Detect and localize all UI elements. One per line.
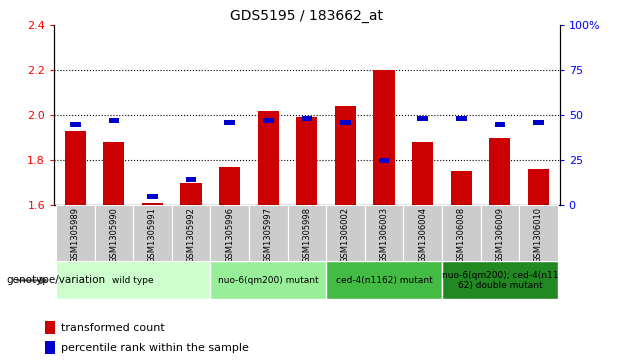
Bar — [456, 116, 467, 121]
Bar — [379, 158, 389, 163]
Bar — [95, 205, 133, 261]
Bar — [326, 205, 365, 261]
Bar — [65, 131, 86, 205]
Text: GSM1305989: GSM1305989 — [71, 207, 80, 263]
Text: GSM1305997: GSM1305997 — [264, 207, 273, 263]
Text: GSM1305996: GSM1305996 — [225, 207, 234, 263]
Bar — [186, 178, 197, 183]
Text: GSM1306010: GSM1306010 — [534, 207, 543, 263]
Bar — [296, 118, 317, 205]
Bar — [211, 205, 249, 261]
Text: genotype/variation: genotype/variation — [6, 276, 106, 285]
Bar — [56, 261, 211, 299]
Bar — [481, 205, 519, 261]
Text: transformed count: transformed count — [60, 323, 164, 333]
Bar — [45, 341, 55, 354]
Bar — [287, 205, 326, 261]
Bar — [417, 116, 428, 121]
Bar — [340, 120, 351, 125]
Bar — [103, 142, 125, 205]
Bar — [373, 70, 395, 205]
Text: GSM1306008: GSM1306008 — [457, 207, 466, 263]
Bar — [403, 205, 442, 261]
Text: ced-4(n1162) mutant: ced-4(n1162) mutant — [336, 276, 432, 285]
Bar — [172, 205, 211, 261]
Bar — [258, 111, 279, 205]
Text: nuo-6(qm200); ced-4(n11
62) double mutant: nuo-6(qm200); ced-4(n11 62) double mutan… — [441, 271, 558, 290]
Text: nuo-6(qm200) mutant: nuo-6(qm200) mutant — [218, 276, 319, 285]
Text: GSM1306003: GSM1306003 — [380, 207, 389, 263]
Bar — [142, 203, 163, 205]
Bar — [211, 261, 326, 299]
Bar — [147, 193, 158, 199]
Bar — [45, 321, 55, 334]
Text: wild type: wild type — [113, 276, 154, 285]
Bar — [263, 118, 273, 123]
Title: GDS5195 / 183662_at: GDS5195 / 183662_at — [230, 9, 384, 23]
Text: GSM1305998: GSM1305998 — [302, 207, 312, 263]
Text: GSM1305991: GSM1305991 — [148, 207, 157, 263]
Text: GSM1305990: GSM1305990 — [109, 207, 118, 263]
Bar — [133, 205, 172, 261]
Bar — [365, 205, 403, 261]
Bar — [451, 171, 472, 205]
Bar — [533, 120, 544, 125]
Bar — [495, 122, 505, 127]
Bar — [412, 142, 433, 205]
Bar — [442, 261, 558, 299]
Bar — [70, 122, 81, 127]
Bar — [181, 183, 202, 205]
Bar — [519, 205, 558, 261]
Bar — [219, 167, 240, 205]
Bar — [301, 116, 312, 121]
Bar — [109, 118, 119, 123]
Text: GSM1306004: GSM1306004 — [418, 207, 427, 263]
Text: GSM1306002: GSM1306002 — [341, 207, 350, 263]
Bar — [326, 261, 442, 299]
Bar — [225, 120, 235, 125]
Bar — [442, 205, 481, 261]
Bar — [56, 205, 95, 261]
Bar — [528, 169, 549, 205]
Bar — [335, 106, 356, 205]
Bar — [249, 205, 287, 261]
Bar — [489, 138, 511, 205]
Text: percentile rank within the sample: percentile rank within the sample — [60, 343, 249, 352]
Text: GSM1305992: GSM1305992 — [186, 207, 196, 263]
Text: GSM1306009: GSM1306009 — [495, 207, 504, 263]
